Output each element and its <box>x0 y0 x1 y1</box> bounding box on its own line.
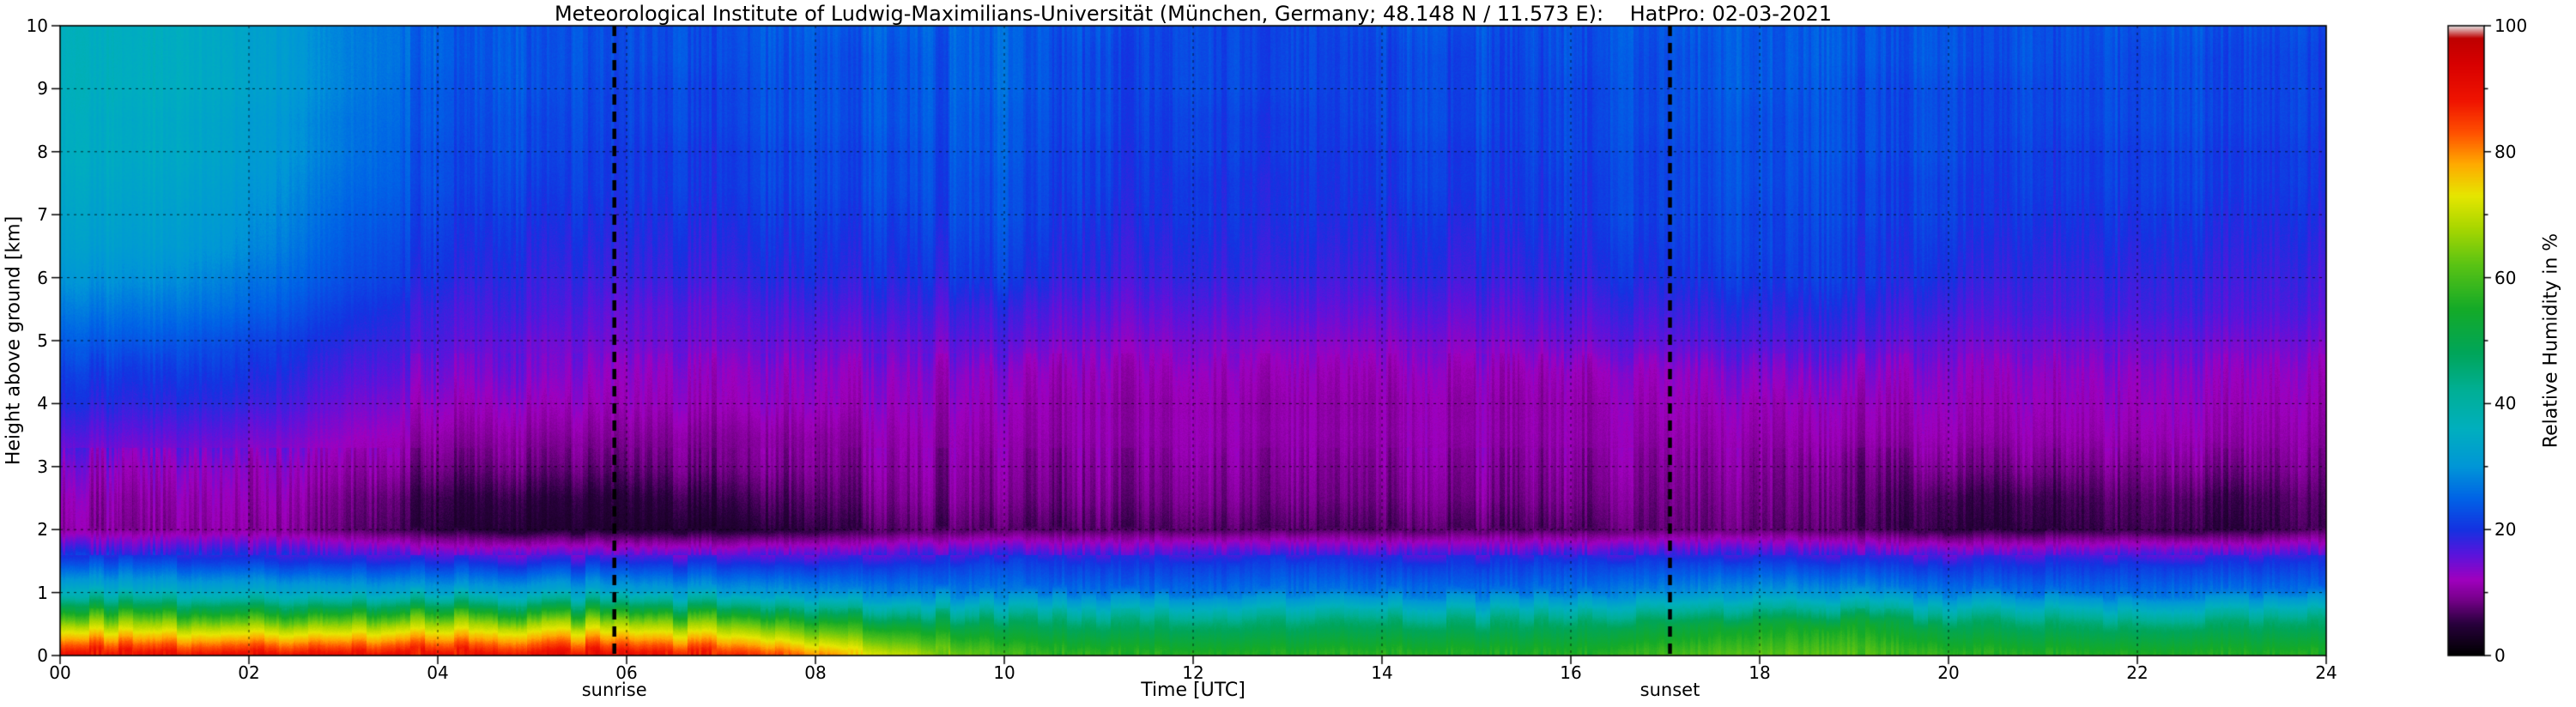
x-tick-label: 00 <box>49 662 71 683</box>
y-tick-label: 10 <box>26 15 48 36</box>
x-tick-label: 10 <box>993 662 1015 683</box>
x-tick-label: 22 <box>2126 662 2149 683</box>
y-tick-label: 4 <box>37 393 48 414</box>
colorbar-tick-label: 80 <box>2494 141 2517 162</box>
y-tick-label: 6 <box>37 267 48 288</box>
colorbar-tick-label: 20 <box>2494 519 2517 541</box>
y-tick-label: 5 <box>37 330 48 351</box>
x-axis-title: Time [UTC] <box>1141 680 1246 701</box>
y-tick-label: 9 <box>37 78 48 100</box>
y-tick-label: 8 <box>37 141 48 162</box>
x-tick-label: 24 <box>2315 662 2337 683</box>
x-tick-label: 14 <box>1371 662 1393 683</box>
colorbar-tick-label: 100 <box>2494 15 2528 36</box>
x-tick-label: 16 <box>1560 662 1582 683</box>
colorbar-tick-label: 40 <box>2494 393 2517 414</box>
y-tick-label: 7 <box>37 204 48 226</box>
y-axis-title: Height above ground [km] <box>3 215 25 466</box>
x-tick-label: 18 <box>1749 662 1771 683</box>
y-tick-label: 0 <box>37 645 48 666</box>
sunrise-label: sunrise <box>581 680 647 700</box>
x-tick-label: 06 <box>615 662 638 683</box>
colorbar-tick-label: 0 <box>2494 645 2506 666</box>
y-tick-label: 2 <box>37 519 48 541</box>
y-tick-label: 1 <box>37 582 48 603</box>
x-tick-label: 20 <box>1937 662 1960 683</box>
colorbar-tick-label: 60 <box>2494 267 2517 288</box>
x-tick-label: 04 <box>427 662 449 683</box>
sunset-label: sunset <box>1640 680 1700 700</box>
colorbar-title: Relative Humidity in % <box>2540 233 2562 449</box>
chart-title: Meteorological Institute of Ludwig-Maxim… <box>554 2 1833 26</box>
y-tick-label: 3 <box>37 456 48 477</box>
x-tick-label: 12 <box>1182 662 1204 683</box>
x-tick-label: 08 <box>804 662 827 683</box>
x-tick-label: 02 <box>238 662 260 683</box>
